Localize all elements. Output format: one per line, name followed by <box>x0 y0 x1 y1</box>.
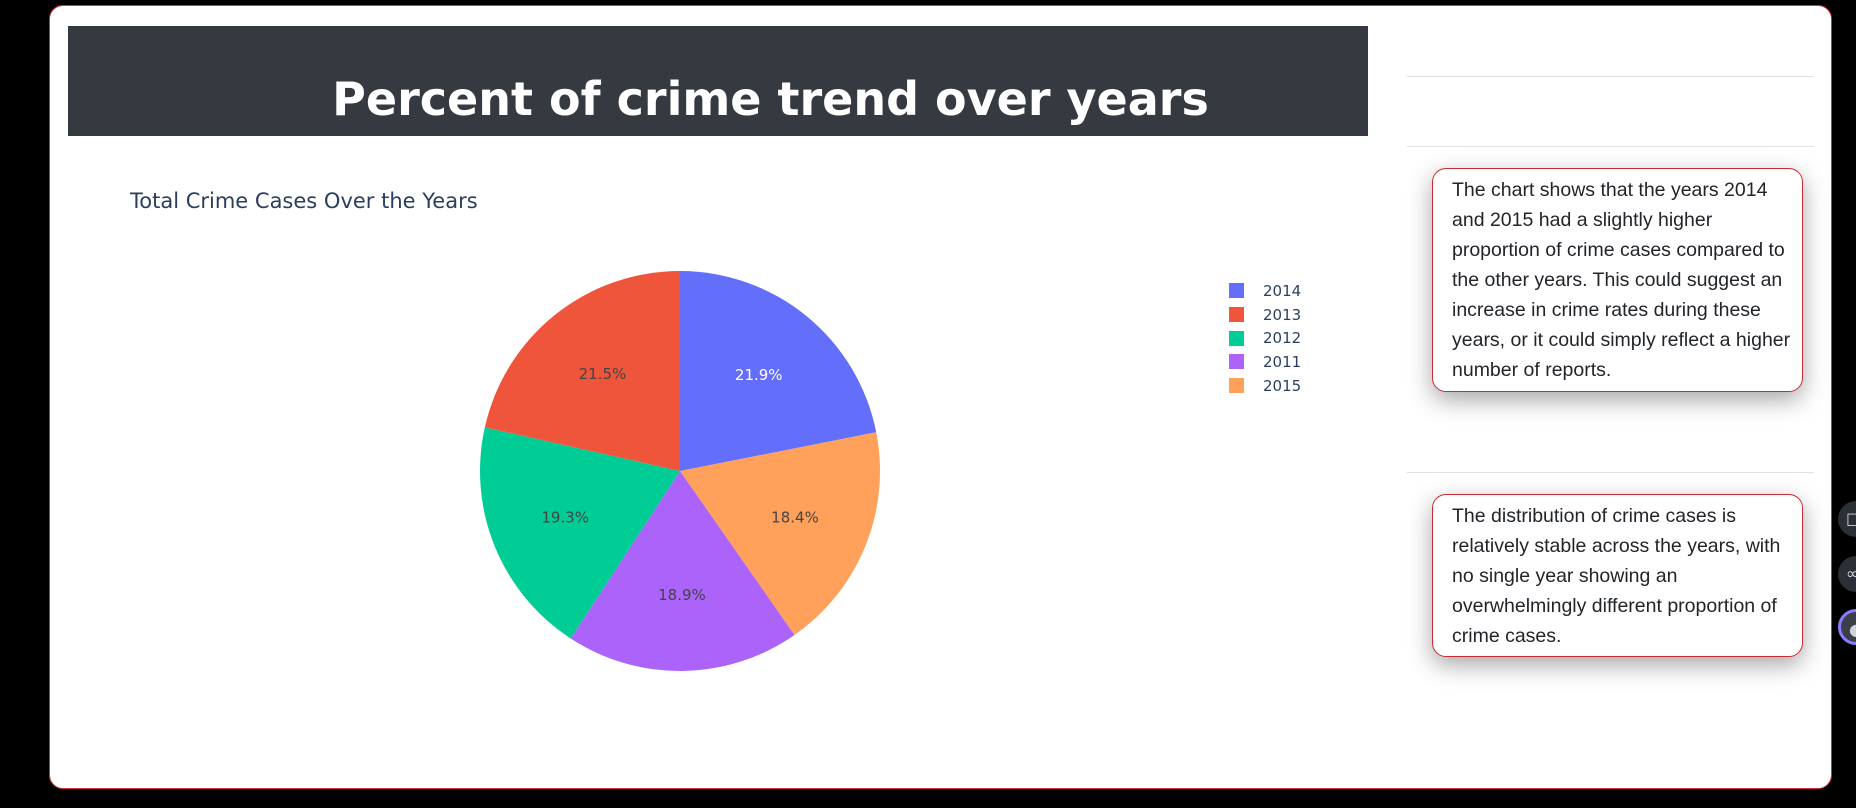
page-title: Percent of crime trend over years <box>68 69 1368 129</box>
insight-text-1: The chart shows that the years 2014 and … <box>1452 179 1791 381</box>
legend-swatch <box>1229 354 1244 370</box>
divider-3 <box>1407 472 1814 473</box>
pie-slice-2013[interactable] <box>484 271 680 471</box>
pie-slice-2014[interactable] <box>680 271 877 471</box>
legend-item-2013[interactable]: 2013 <box>1229 303 1301 327</box>
divider-1 <box>1407 76 1814 77</box>
pie-label-2014: 21.9% <box>735 366 783 384</box>
chart-title: Total Crime Cases Over the Years <box>130 189 478 213</box>
pie-slice-2015[interactable] <box>680 432 880 635</box>
legend-swatch <box>1229 378 1244 394</box>
legend-item-2014[interactable]: 2014 <box>1229 279 1301 303</box>
document-icon[interactable]: □ <box>1838 501 1856 537</box>
header-banner: Percent of crime trend over years <box>68 26 1368 136</box>
legend-swatch <box>1229 330 1244 346</box>
pie-label-2012: 19.3% <box>541 509 589 527</box>
insight-card-2: The distribution of crime cases is relat… <box>1432 494 1803 657</box>
insight-card-1: The chart shows that the years 2014 and … <box>1432 168 1803 392</box>
legend-label: 2014 <box>1263 281 1302 300</box>
pie-slice-2012[interactable] <box>480 427 680 639</box>
chart-legend: 2014 2013 2012 2011 2015 <box>1229 279 1301 397</box>
legend-item-2015[interactable]: 2015 <box>1229 374 1301 398</box>
legend-label: 2011 <box>1263 352 1302 371</box>
legend-label: 2015 <box>1263 376 1302 395</box>
pie-label-2013: 21.5% <box>579 365 627 383</box>
legend-label: 2013 <box>1263 305 1302 324</box>
legend-item-2011[interactable]: 2011 <box>1229 350 1301 374</box>
pie-label-2015: 18.4% <box>771 508 819 526</box>
insight-text-2: The distribution of crime cases is relat… <box>1452 505 1781 647</box>
legend-label: 2012 <box>1263 329 1302 348</box>
page-title-text: Percent of crime trend over years <box>332 72 1209 126</box>
pie-label-2011: 18.9% <box>658 586 706 604</box>
legend-item-2012[interactable]: 2012 <box>1229 326 1301 350</box>
divider-2 <box>1407 146 1814 147</box>
legend-swatch <box>1229 283 1244 299</box>
apps-icon[interactable]: ∞ <box>1838 556 1856 592</box>
pie-slice-2011[interactable] <box>570 471 795 671</box>
legend-swatch <box>1229 307 1244 323</box>
